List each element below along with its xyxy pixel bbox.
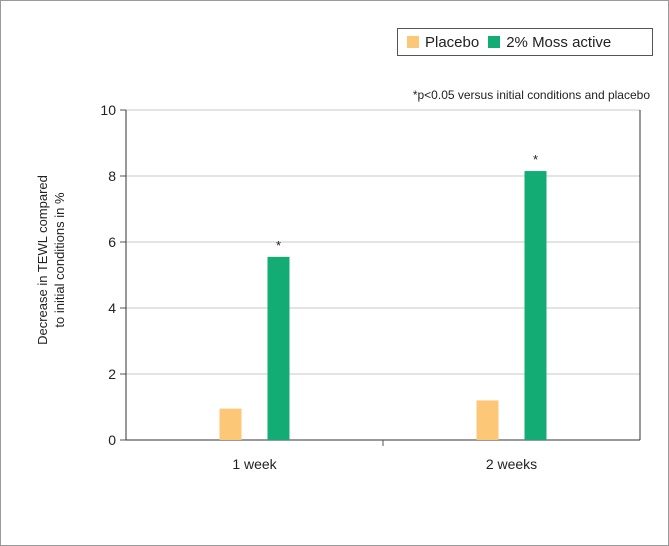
y-tick-label: 0 bbox=[108, 432, 116, 448]
bar-moss-active bbox=[267, 256, 290, 440]
legend-label-moss: 2% Moss active bbox=[506, 33, 612, 51]
y-tick-label: 2 bbox=[108, 366, 116, 382]
legend-swatch-placebo bbox=[407, 36, 419, 48]
x-category-label: 2 weeks bbox=[486, 456, 537, 472]
y-tick-label: 10 bbox=[100, 102, 116, 118]
significance-star: * bbox=[533, 152, 538, 167]
y-tick-label: 8 bbox=[108, 168, 116, 184]
bar-moss-active bbox=[524, 171, 547, 441]
significance-note: *p<0.05 versus initial conditions and pl… bbox=[412, 88, 650, 102]
bar-placebo bbox=[476, 400, 499, 440]
y-tick-label: 4 bbox=[108, 300, 116, 316]
bar-placebo bbox=[219, 408, 242, 440]
legend-item-moss: 2% Moss active bbox=[488, 34, 611, 51]
legend-swatch-moss bbox=[488, 36, 501, 48]
legend-item-placebo: Placebo bbox=[407, 34, 479, 51]
legend: Placebo 2% Moss active bbox=[397, 28, 653, 56]
legend-label-placebo: Placebo bbox=[425, 33, 480, 51]
significance-star: * bbox=[276, 238, 281, 253]
x-category-label: 1 week bbox=[232, 456, 277, 472]
y-tick-label: 6 bbox=[108, 234, 116, 250]
